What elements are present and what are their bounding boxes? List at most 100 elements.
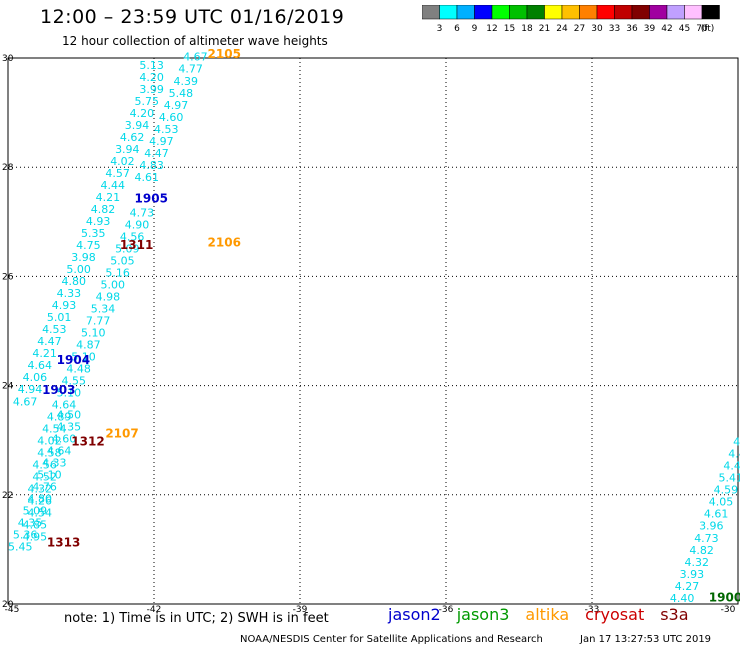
wave-height-value: 5.45	[8, 540, 33, 553]
wave-height-value: 4.02	[110, 155, 135, 168]
wave-height-value: 4.75	[76, 239, 101, 252]
pass-time-label: 1312	[71, 435, 104, 449]
wave-height-value: 4.21	[96, 191, 121, 204]
color-scale-label: 9	[472, 24, 478, 34]
wave-height-value: 4.52	[32, 471, 57, 484]
wave-height-value: 4.54	[27, 507, 52, 520]
pass-time-label: 1900	[709, 590, 740, 604]
color-scale-label: 15	[504, 24, 515, 34]
wave-height-value: 4.44	[100, 179, 125, 192]
wave-height-value: 4.53	[154, 123, 179, 136]
wave-height-value: 5.09	[23, 504, 47, 517]
wave-height-value: 4.67	[13, 395, 38, 408]
wave-height-value: 4.3	[733, 436, 740, 449]
wave-height-value: 4.56	[120, 230, 145, 243]
legend-entry-altika: altika	[525, 605, 570, 624]
wave-height-value: 4.27	[675, 580, 700, 593]
wave-height-value: 4.62	[120, 131, 145, 144]
pass-time-label: 2107	[105, 426, 138, 440]
wave-height-value: 4.40	[670, 592, 695, 605]
footer-timestamp: Jan 17 13:27:53 UTC 2019	[580, 634, 712, 645]
wave-height-value: 7.77	[86, 314, 111, 327]
wave-height-value: 4.45	[723, 460, 740, 473]
wave-height-value: 4.55	[62, 375, 87, 388]
latitude-tick-label: 20	[2, 600, 14, 610]
wave-height-value: 5.36	[13, 528, 38, 541]
wave-height-value: 4.98	[96, 290, 121, 303]
wave-height-value: 4.67	[183, 51, 208, 64]
pass-time-label: 1311	[120, 238, 153, 252]
legend-entry-s3a: s3a	[660, 605, 689, 624]
wave-height-value: 5.41	[719, 472, 740, 485]
map-frame	[7, 57, 739, 605]
wave-height-value: 4.97	[149, 135, 174, 148]
wave-height-value: 4.20	[130, 107, 155, 120]
wave-height-value: 4.32	[684, 556, 709, 569]
color-scale-label: 27	[574, 24, 585, 34]
longitude-tick-label: -30	[721, 605, 736, 615]
wave-height-value: 5.10	[71, 350, 96, 363]
wave-height-value: 4.85	[23, 519, 47, 532]
wave-height-value: 4.33	[42, 456, 67, 469]
latitude-tick-label: 26	[2, 272, 14, 282]
wave-height-value: 4.83	[139, 159, 164, 172]
wave-height-value: 4.39	[173, 75, 198, 88]
wave-height-value: 4.48	[66, 362, 91, 375]
wave-height-value: 4.97	[164, 99, 189, 112]
pass-time-label: 2106	[208, 235, 241, 249]
wave-height-value: 4.60	[52, 432, 77, 445]
satellite-legend: jason2 jason3 altika cryosat s3a	[388, 605, 705, 624]
wave-height-value: 4.60	[159, 111, 184, 124]
longitude-tick-label: -36	[439, 605, 454, 615]
wave-height-value: 4.06	[23, 371, 47, 384]
wave-height-value: 4.64	[27, 359, 52, 372]
wave-height-value: 4.93	[52, 299, 77, 312]
wave-height-value: 5.75	[135, 95, 160, 108]
wave-height-value: 4.64	[47, 444, 72, 457]
longitude-tick-label: -42	[147, 605, 162, 615]
color-scale-label: 18	[521, 24, 533, 34]
color-scale-label: 12	[486, 24, 497, 34]
wave-height-value: 3.98	[71, 251, 96, 264]
wave-height-value: 4.77	[178, 63, 203, 76]
wave-height-value: 3.99	[139, 83, 164, 96]
longitude-tick-label: -33	[585, 605, 600, 615]
pass-time-label: 1904	[57, 353, 90, 367]
color-scale-label: 30	[591, 24, 603, 34]
wave-height-value: 4.95	[23, 531, 47, 544]
wave-height-value: 4.35	[18, 516, 43, 529]
wave-height-value: 5.35	[81, 227, 106, 240]
color-scale-label: 42	[661, 24, 672, 34]
wave-height-value: 3.96	[699, 520, 724, 533]
wave-height-value: 4.32	[27, 483, 52, 496]
color-scale-label: 45	[679, 24, 690, 34]
longitude-tick-label: -45	[5, 605, 20, 615]
wave-height-value: 4.80	[62, 275, 87, 288]
wave-height-value: 5.48	[169, 87, 194, 100]
legend-entry-jason2: jason2	[388, 605, 441, 624]
wave-height-value: 4.82	[91, 203, 116, 216]
wave-height-value: 4.56	[32, 459, 57, 472]
wave-height-value: 4.76	[32, 480, 57, 493]
wave-height-value: 4.26	[27, 495, 52, 508]
latitude-tick-label: 24	[2, 382, 14, 392]
wave-height-value: 5.00	[100, 278, 125, 291]
pass-time-label: 1903	[42, 383, 75, 397]
wave-height-value: 4.59	[714, 484, 739, 497]
wave-height-value: 4.90	[125, 218, 150, 231]
wave-height-value: 4.73	[130, 206, 155, 219]
wave-height-value: 5.00	[66, 263, 91, 276]
wave-height-value: 4.33	[57, 287, 82, 300]
wave-height-value: 4.53	[42, 323, 67, 336]
wave-height-value: 4.80	[27, 492, 52, 505]
legend-entry-jason3: jason3	[456, 605, 510, 624]
wave-height-value: 4.57	[105, 167, 130, 180]
wave-height-value: 4.61	[704, 508, 729, 521]
longitude-tick-label: -39	[293, 605, 308, 615]
color-scale-label: 21	[539, 24, 550, 34]
wave-height-value: 4.82	[689, 544, 714, 557]
wave-height-value: 4.47	[144, 147, 169, 160]
wave-height-value: 5.10	[81, 326, 106, 339]
wave-height-value: 4.73	[694, 532, 719, 545]
color-scale-label: 3	[437, 24, 443, 34]
